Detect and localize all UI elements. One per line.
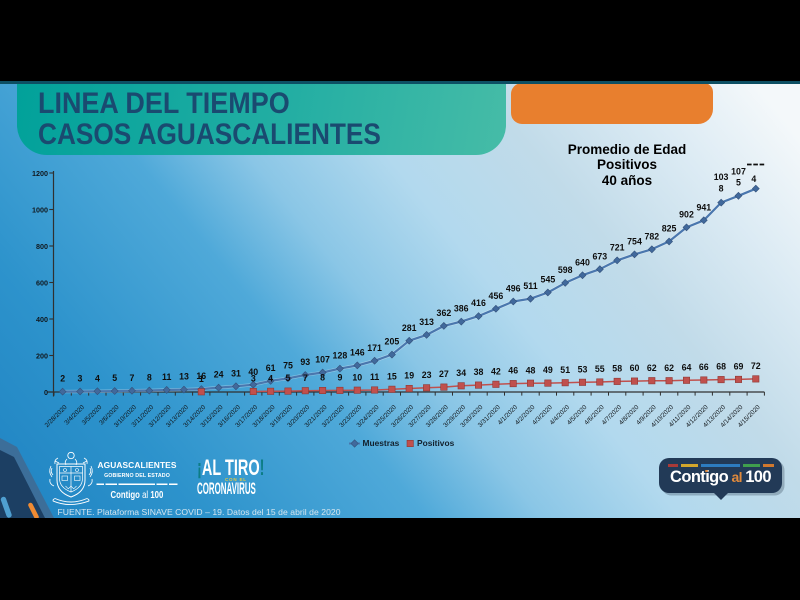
svg-text:16: 16 xyxy=(196,371,206,381)
svg-text:5: 5 xyxy=(112,373,117,383)
svg-text:4: 4 xyxy=(268,373,273,383)
svg-text:51: 51 xyxy=(560,365,570,375)
svg-text:1000: 1000 xyxy=(32,205,48,214)
svg-text:60: 60 xyxy=(630,363,640,373)
svg-text:7: 7 xyxy=(303,373,308,383)
svg-text:9: 9 xyxy=(337,373,342,383)
svg-text:Positivos: Positivos xyxy=(417,438,455,448)
svg-text:27: 27 xyxy=(439,369,449,379)
svg-text:61: 61 xyxy=(266,363,276,373)
svg-text:31: 31 xyxy=(231,368,241,378)
svg-text:3: 3 xyxy=(251,374,256,384)
svg-text:416: 416 xyxy=(471,298,486,308)
svg-text:49: 49 xyxy=(543,365,553,375)
svg-text:1200: 1200 xyxy=(32,169,48,178)
svg-text:75: 75 xyxy=(283,360,293,370)
svg-text:103: 103 xyxy=(714,172,729,182)
svg-text:825: 825 xyxy=(662,224,677,234)
svg-text:8: 8 xyxy=(147,373,152,383)
svg-text:64: 64 xyxy=(682,362,692,372)
svg-text:598: 598 xyxy=(558,265,573,275)
svg-text:200: 200 xyxy=(36,351,48,360)
svg-text:5: 5 xyxy=(736,177,741,187)
svg-text:23: 23 xyxy=(422,370,432,380)
svg-text:68: 68 xyxy=(716,362,726,372)
svg-text:58: 58 xyxy=(612,364,622,374)
svg-text:42: 42 xyxy=(491,366,501,376)
svg-text:93: 93 xyxy=(300,357,310,367)
svg-text:10: 10 xyxy=(352,372,362,382)
svg-text:13: 13 xyxy=(179,372,189,382)
svg-text:128: 128 xyxy=(333,351,348,361)
svg-text:72: 72 xyxy=(751,361,761,371)
svg-text:55: 55 xyxy=(595,364,605,374)
svg-text:456: 456 xyxy=(489,291,504,301)
svg-text:511: 511 xyxy=(523,281,537,291)
svg-text:1: 1 xyxy=(199,374,204,384)
svg-text:24: 24 xyxy=(214,370,224,380)
svg-text:205: 205 xyxy=(385,337,400,347)
svg-text:15: 15 xyxy=(387,371,397,381)
svg-text:600: 600 xyxy=(36,278,48,287)
svg-text:800: 800 xyxy=(36,242,48,251)
svg-text:69: 69 xyxy=(734,362,744,372)
svg-text:5: 5 xyxy=(286,373,291,383)
svg-text:721: 721 xyxy=(610,243,625,253)
svg-text:4: 4 xyxy=(751,174,756,184)
svg-text:4: 4 xyxy=(95,373,100,383)
svg-text:38: 38 xyxy=(474,367,484,377)
svg-text:62: 62 xyxy=(664,363,674,373)
svg-text:146: 146 xyxy=(350,348,365,358)
svg-text:Muestras: Muestras xyxy=(363,438,400,448)
svg-text:48: 48 xyxy=(526,365,536,375)
svg-text:362: 362 xyxy=(437,308,452,318)
svg-text:7: 7 xyxy=(130,373,135,383)
svg-text:19: 19 xyxy=(404,371,414,381)
svg-text:386: 386 xyxy=(454,304,469,314)
svg-text:46: 46 xyxy=(508,366,518,376)
svg-text:902: 902 xyxy=(679,210,694,220)
svg-text:782: 782 xyxy=(644,231,659,241)
svg-text:313: 313 xyxy=(419,317,434,327)
svg-text:3: 3 xyxy=(78,374,83,384)
svg-text:8: 8 xyxy=(320,373,325,383)
svg-text:640: 640 xyxy=(575,257,590,267)
svg-text:40: 40 xyxy=(248,367,258,377)
svg-text:673: 673 xyxy=(592,251,607,261)
svg-text:281: 281 xyxy=(402,323,417,333)
svg-text:941: 941 xyxy=(696,202,711,212)
svg-text:496: 496 xyxy=(506,284,521,294)
svg-text:2: 2 xyxy=(60,374,65,384)
svg-text:53: 53 xyxy=(578,364,588,374)
svg-text:11: 11 xyxy=(162,372,171,382)
svg-text:34: 34 xyxy=(456,368,466,378)
svg-text:754: 754 xyxy=(627,237,642,247)
svg-text:171: 171 xyxy=(367,343,382,353)
svg-text:107: 107 xyxy=(731,166,746,176)
svg-text:8: 8 xyxy=(719,184,724,194)
svg-text:107: 107 xyxy=(315,355,330,365)
svg-text:545: 545 xyxy=(541,275,556,285)
svg-text:66: 66 xyxy=(699,362,709,372)
svg-text:11: 11 xyxy=(370,372,379,382)
svg-text:62: 62 xyxy=(647,363,657,373)
svg-text:0: 0 xyxy=(44,388,48,397)
svg-text:400: 400 xyxy=(36,315,48,324)
